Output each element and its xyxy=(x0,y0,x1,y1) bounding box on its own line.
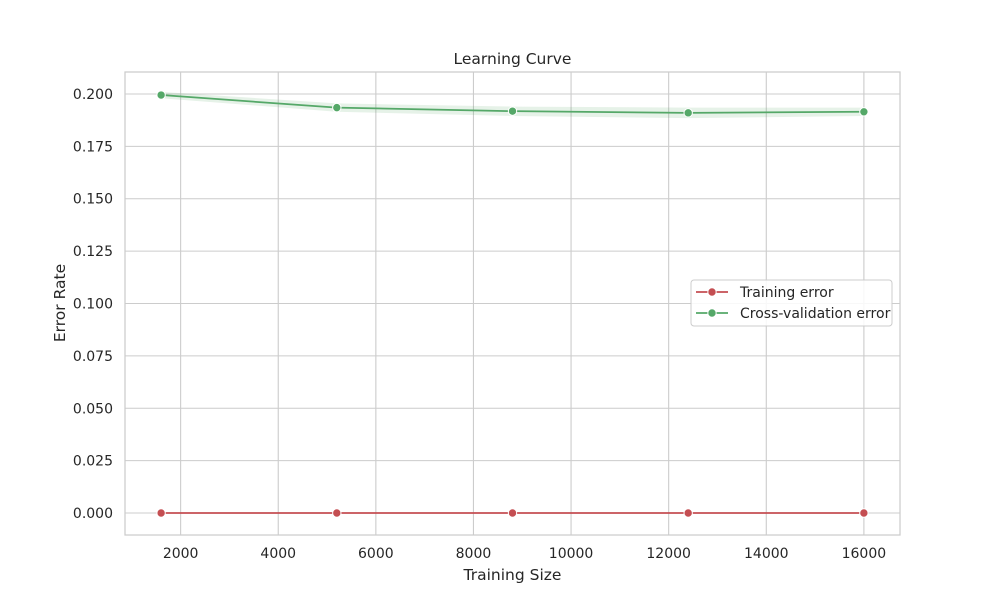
x-tick-label: 16000 xyxy=(842,546,887,562)
x-axis-label: Training Size xyxy=(463,566,562,584)
cross-validation-error-point xyxy=(859,107,869,117)
training-error-point xyxy=(683,508,693,518)
y-tick-label: 0.150 xyxy=(73,192,113,208)
cross-validation-error-point xyxy=(156,90,166,100)
training-error-point xyxy=(507,508,518,518)
x-tick-label: 8000 xyxy=(456,546,492,562)
x-tick-label: 4000 xyxy=(260,546,296,562)
chart-title: Learning Curve xyxy=(454,50,572,68)
cross-validation-error-point xyxy=(332,102,342,113)
training-error-point xyxy=(859,508,869,518)
training-error-point xyxy=(332,508,342,518)
y-tick-labels: 0.000 0.025 0.050 0.075 0.100 0.125 0.150 0.175… xyxy=(73,87,113,522)
y-tick-label: 0.125 xyxy=(73,244,113,260)
y-tick-label: 0.075 xyxy=(73,349,113,365)
legend-box xyxy=(690,279,893,327)
x-tick-label: 10000 xyxy=(549,546,594,562)
y-tick-label: 0.100 xyxy=(73,297,113,313)
training-error-legend-marker xyxy=(707,287,717,297)
x-tick-label: 14000 xyxy=(744,546,789,562)
legend: Training error Cross-validation error xyxy=(690,279,893,327)
x-tick-label: 2000 xyxy=(163,546,199,562)
training-error-point xyxy=(156,508,166,518)
x-tick-label: 6000 xyxy=(358,546,394,562)
cross-validation-error-legend-label: Cross-validation error xyxy=(740,306,891,322)
y-tick-label: 0.050 xyxy=(73,401,113,417)
series-points xyxy=(156,90,869,518)
y-axis-label: Error Rate xyxy=(51,264,69,342)
y-tick-label: 0.000 xyxy=(73,506,113,522)
y-tick-label: 0.200 xyxy=(73,87,113,103)
x-tick-label: 12000 xyxy=(646,546,691,562)
x-tick-labels: 2000 4000 6000 8000 10000 12000 14000 16000 xyxy=(163,546,886,562)
y-tick-label: 0.175 xyxy=(73,139,113,155)
cross-validation-error-legend-marker xyxy=(707,308,717,318)
y-tick-label: 0.025 xyxy=(73,454,113,470)
training-error-legend-label: Training error xyxy=(739,285,834,301)
cross-validation-error-point xyxy=(507,106,518,116)
cross-validation-error-point xyxy=(683,108,693,118)
plot-frame xyxy=(124,71,901,536)
